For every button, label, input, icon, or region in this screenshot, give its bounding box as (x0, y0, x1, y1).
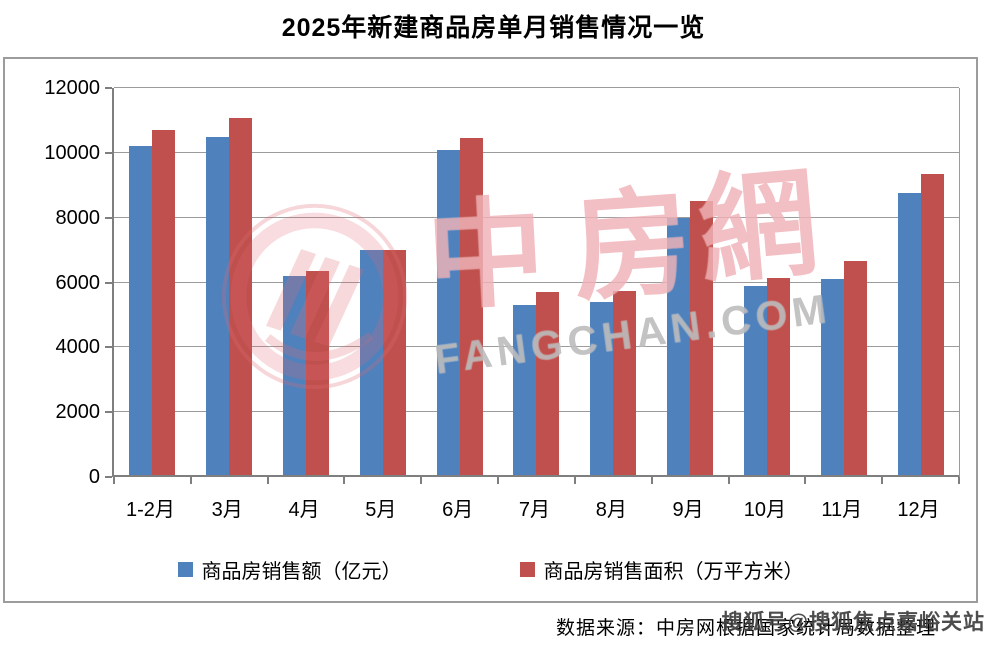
legend-swatch-sales-amount (177, 562, 193, 577)
x-tick-label-9月: 9月 (672, 499, 704, 521)
x-axis-tick (343, 477, 346, 484)
x-tick-label-8月: 8月 (595, 499, 627, 521)
chart-frame: 0 2000 4000 6000 8000 10000 12000 1-2月 3月 4月 5月 6月… (3, 57, 978, 603)
x-tick-label-6月: 6月 (442, 499, 474, 521)
y-axis-tick (105, 151, 112, 154)
x-tick-label-1-2月: 1-2月 (125, 499, 175, 521)
x-tick-label-7月: 7月 (518, 499, 551, 521)
bar-group-4月 (268, 88, 345, 477)
y-axis-tick (105, 216, 112, 219)
legend-swatch-sales-area (519, 562, 535, 577)
gridline-6000 (114, 281, 959, 283)
bar-series1-1-2月 (129, 145, 153, 477)
bar-group-9月 (652, 88, 729, 477)
plot-area: 0 2000 4000 6000 8000 10000 12000 (44, 77, 960, 488)
y-tick-label: 10000 (44, 141, 100, 164)
bar-group-12月 (882, 88, 959, 477)
bar-series1-10月 (743, 286, 767, 477)
x-axis-labels: 1-2月 3月 4月 5月 6月 7月 8月 9月 10月 11月 12月 (112, 493, 957, 522)
bar-series2-8月 (613, 290, 637, 477)
x-axis-tick (266, 477, 269, 484)
x-axis-tick (420, 477, 423, 484)
legend-label-sales-amount: 商品房销售额（亿元） (201, 561, 402, 583)
gridline-8000 (114, 216, 959, 218)
bar-series1-5月 (359, 250, 383, 477)
bar-group-6月 (421, 88, 498, 477)
legend-item-sales-amount: 商品房销售额（亿元） (177, 555, 402, 584)
y-axis-tick (105, 411, 112, 414)
y-axis-tick (105, 87, 112, 89)
y-axis-tick (105, 346, 112, 349)
legend-label-sales-area: 商品房销售面积（万平方米） (543, 561, 804, 583)
y-axis-tick (105, 476, 112, 478)
bar-group-10月 (729, 88, 806, 477)
gridline-0 (114, 475, 959, 477)
bar-series2-10月 (766, 278, 790, 477)
bar-series2-1-2月 (152, 130, 176, 477)
chart-title: 2025年新建商品房单月销售情况一览 (281, 14, 706, 42)
bar-group-7月 (498, 88, 575, 477)
y-tick-label: 12000 (44, 77, 100, 99)
bar-group-8月 (575, 88, 652, 477)
x-axis-tick (113, 477, 115, 484)
bar-series2-5月 (382, 249, 406, 477)
x-tick-label-3月: 3月 (211, 499, 243, 521)
y-tick-label: 4000 (55, 336, 101, 359)
x-tick-label-5月: 5月 (365, 499, 397, 521)
x-axis-tick (958, 477, 960, 484)
bar-series2-9月 (690, 201, 714, 477)
gridline-12000 (114, 87, 959, 88)
bar-series1-7月 (513, 305, 537, 477)
bar-series1-4月 (283, 275, 307, 477)
bar-series1-8月 (590, 301, 614, 477)
x-tick-label-10月: 10月 (743, 499, 787, 521)
x-tick-label-11月: 11月 (821, 499, 863, 521)
sohu-account-watermark: 搜狐号@搜狐焦点嘉峪关站 (721, 611, 985, 634)
bar-series2-12月 (920, 173, 944, 477)
gridline-10000 (114, 151, 959, 153)
bar-series1-11月 (820, 279, 844, 477)
x-axis-tick (650, 477, 653, 484)
y-tick-label: 0 (88, 466, 100, 488)
bar-series1-9月 (667, 217, 691, 477)
x-axis-tick (573, 477, 576, 484)
bar-group-5月 (344, 88, 421, 477)
data-source-note: 数据来源：中房网根据国家统计局数据整理 (556, 618, 937, 639)
bar-series2-4月 (306, 270, 330, 477)
x-tick-label-4月: 4月 (288, 499, 320, 521)
bar-group-11月 (805, 88, 882, 477)
bar-series2-3月 (229, 117, 253, 477)
legend-item-sales-area: 商品房销售面积（万平方米） (519, 555, 804, 584)
bar-group-3月 (191, 88, 268, 477)
bar-series1-3月 (206, 136, 230, 477)
x-axis-tick (881, 477, 884, 484)
bar-series2-6月 (459, 137, 483, 477)
x-tick-label-12月: 12月 (897, 499, 940, 521)
y-tick-label: 8000 (55, 206, 101, 229)
bar-series2-7月 (536, 292, 560, 477)
bar-series1-12月 (897, 193, 921, 477)
y-axis-tick (105, 281, 112, 284)
x-axis-tick (727, 477, 730, 484)
bar-group-1-2月 (114, 88, 191, 477)
bar-series1-6月 (436, 149, 460, 477)
y-tick-label: 6000 (55, 271, 101, 294)
x-axis-tick (497, 477, 500, 484)
bar-series2-11月 (843, 260, 867, 477)
x-axis-tick (804, 477, 807, 484)
x-axis-tick (189, 477, 192, 484)
y-tick-label: 2000 (55, 401, 101, 424)
legend: 商品房销售额（亿元） 商品房销售面积（万平方米） (5, 555, 976, 584)
